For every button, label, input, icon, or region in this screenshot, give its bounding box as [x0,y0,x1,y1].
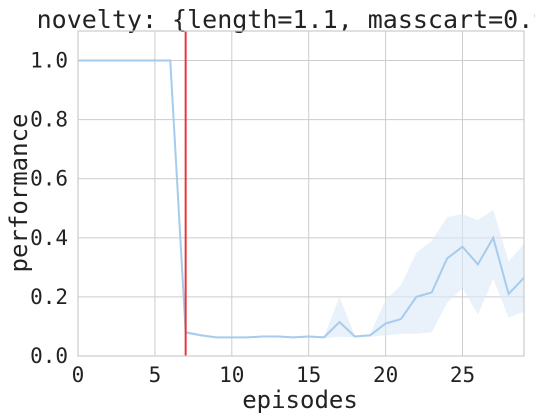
confidence-band [78,60,524,339]
x-tick-label: 10 [219,363,244,387]
x-axis-title: episodes [242,386,358,414]
y-tick-label: 0.2 [30,285,68,309]
y-tick-labels: 0.0 0.2 0.4 0.6 0.8 1.0 [30,49,68,368]
x-tick-label: 15 [296,363,321,387]
chart-title: novelty: {length=1.1, masscart=0.9} [37,5,535,34]
x-tick-label: 20 [373,363,398,387]
series-line [78,59,525,339]
y-tick-label: 0.6 [30,167,68,191]
grid [77,31,524,357]
plot-frame [77,30,525,357]
y-axis-title: performance [5,114,33,273]
y-tick-label: 0.8 [30,108,68,132]
x-tick-labels: 0 5 10 15 20 25 [72,363,475,387]
x-tick-label: 25 [450,363,475,387]
y-tick-label: 0.0 [30,344,68,368]
y-tick-label: 1.0 [30,49,68,73]
x-tick-label: 0 [72,363,85,387]
x-tick-label: 5 [149,363,162,387]
y-tick-label: 0.4 [30,226,68,250]
